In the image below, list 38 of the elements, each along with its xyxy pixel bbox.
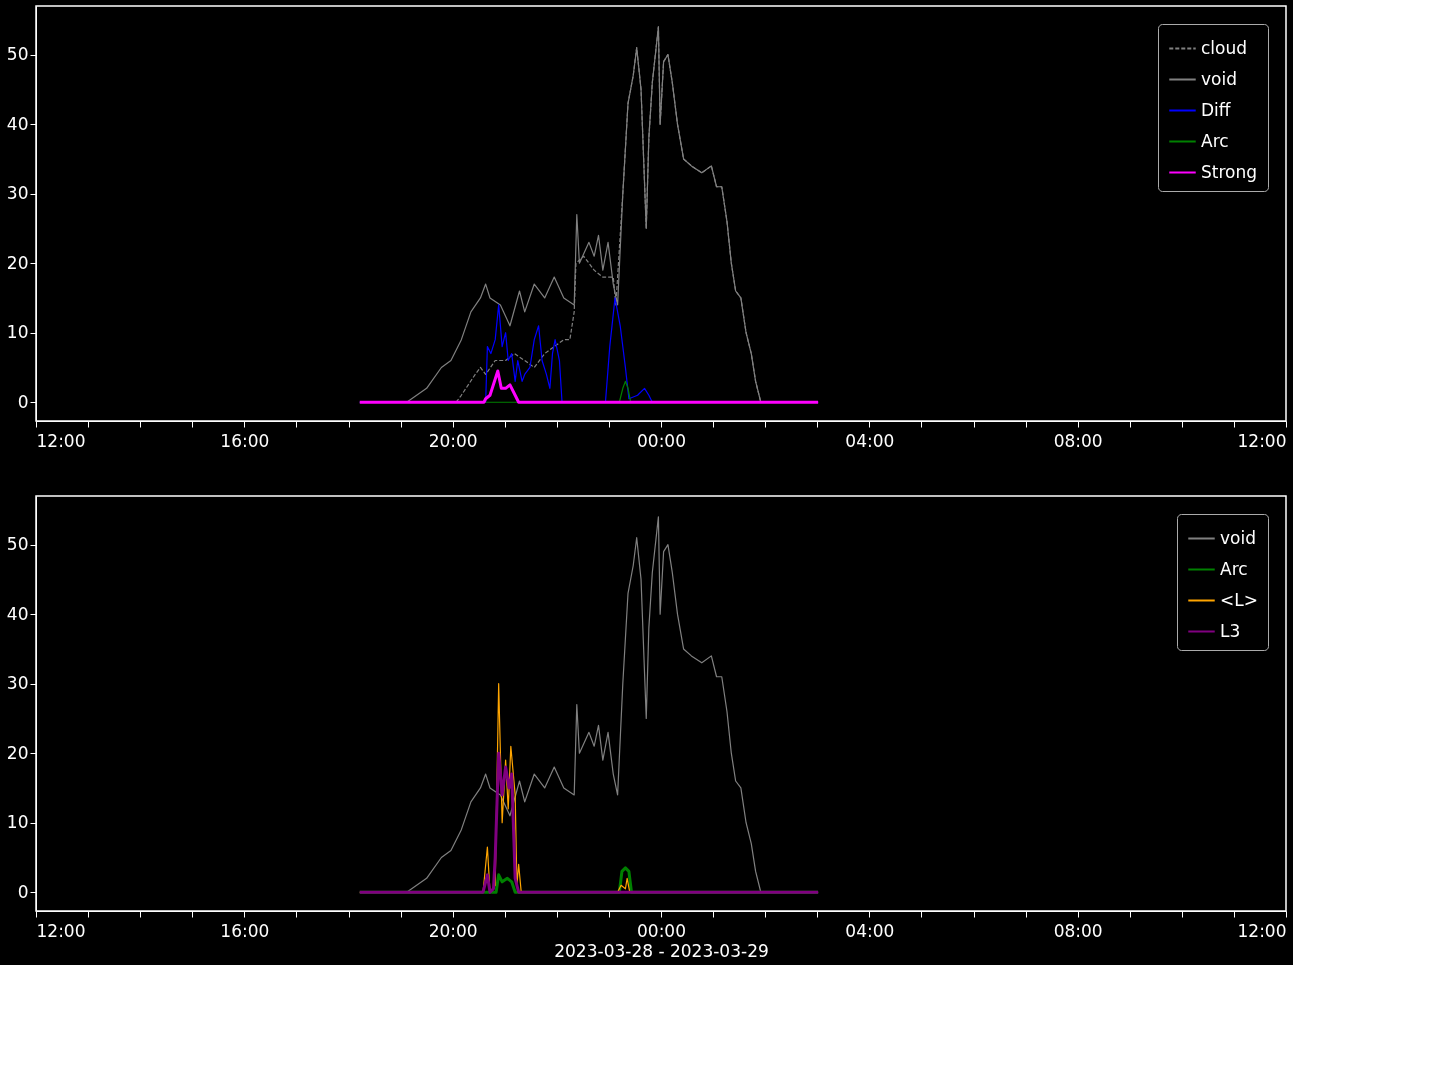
y-tick-label: 40 [6, 113, 29, 134]
x-tick-label: 12:00 [36, 920, 86, 941]
x-tick-label: 16:00 [220, 430, 270, 451]
legend-label: L3 [1220, 620, 1241, 641]
y-tick-label: 40 [6, 603, 29, 624]
y-tick-label: 50 [6, 534, 29, 555]
x-tick-label: 12:00 [36, 430, 86, 451]
legend-label: Arc [1201, 130, 1229, 151]
x-tick-label: 00:00 [637, 430, 686, 451]
line-series [358, 751, 820, 894]
legend-label: Strong [1201, 161, 1258, 182]
legend-label: void [1201, 68, 1237, 89]
x-tick-label: 04:00 [845, 430, 895, 451]
legend-label: cloud [1201, 37, 1248, 58]
x-tick-label: 20:00 [428, 430, 478, 451]
x-tick-label: 20:00 [428, 920, 478, 941]
y-tick-label: 30 [6, 673, 29, 694]
y-tick-label: 0 [17, 881, 29, 902]
x-tick-label: 04:00 [845, 920, 895, 941]
x-tick-label: 12:00 [1237, 430, 1287, 451]
y-tick-label: 50 [6, 44, 29, 65]
x-tick-label: 00:00 [637, 920, 686, 941]
x-axis-title: 2023-03-28 - 2023-03-29 [554, 940, 769, 961]
legend-label: Diff [1201, 99, 1232, 120]
y-tick-label: 30 [6, 183, 29, 204]
legend-label: void [1220, 527, 1256, 548]
x-tick-label: 16:00 [220, 920, 270, 941]
legend-label: <L> [1220, 589, 1258, 610]
x-tick-label: 08:00 [1053, 920, 1103, 941]
line-series [358, 369, 820, 404]
y-tick-label: 20 [6, 742, 29, 763]
y-tick-label: 10 [6, 322, 29, 343]
y-tick-label: 20 [6, 252, 29, 273]
x-tick-label: 08:00 [1053, 430, 1103, 451]
y-tick-label: 10 [6, 812, 29, 833]
y-tick-label: 0 [17, 391, 29, 412]
x-tick-label: 12:00 [1237, 920, 1287, 941]
legend-label: Arc [1220, 558, 1248, 579]
